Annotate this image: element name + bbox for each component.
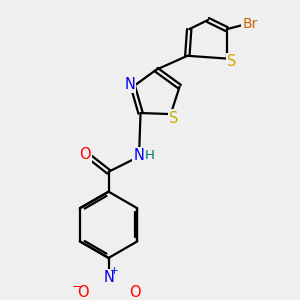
Text: O: O: [77, 285, 88, 300]
Text: S: S: [169, 111, 179, 126]
Text: +: +: [110, 266, 119, 276]
Text: H: H: [145, 149, 154, 162]
Text: N: N: [103, 270, 114, 285]
Text: −: −: [72, 280, 82, 293]
Text: Br: Br: [242, 17, 258, 31]
Text: O: O: [129, 285, 141, 300]
Text: S: S: [227, 54, 237, 69]
Text: O: O: [79, 147, 91, 162]
Text: N: N: [124, 76, 135, 92]
Text: N: N: [134, 148, 145, 163]
